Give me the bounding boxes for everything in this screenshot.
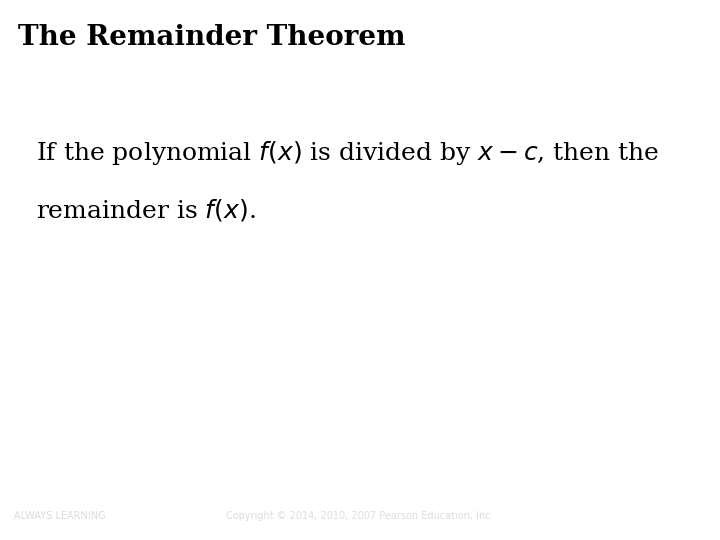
Text: ALWAYS LEARNING: ALWAYS LEARNING	[14, 511, 106, 521]
Text: remainder is $f(x)$.: remainder is $f(x)$.	[36, 198, 256, 224]
Text: If the polynomial $f(x)$ is divided by $x - c$, then the: If the polynomial $f(x)$ is divided by $…	[36, 139, 660, 167]
Text: PEARSON: PEARSON	[634, 507, 720, 524]
Text: Copyright © 2014, 2010, 2007 Pearson Education, Inc.: Copyright © 2014, 2010, 2007 Pearson Edu…	[226, 511, 494, 521]
Text: 12: 12	[681, 509, 698, 523]
Text: The Remainder Theorem: The Remainder Theorem	[18, 24, 405, 51]
